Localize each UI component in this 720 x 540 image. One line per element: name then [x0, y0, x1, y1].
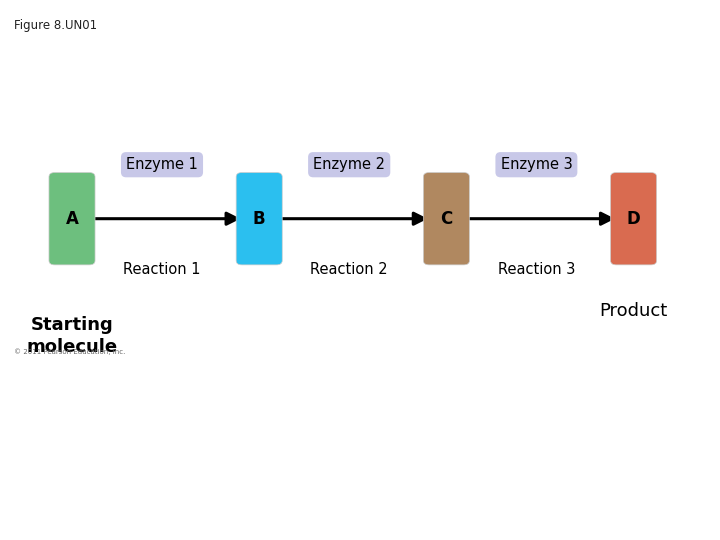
FancyBboxPatch shape	[423, 173, 469, 265]
Text: C: C	[440, 210, 453, 228]
FancyBboxPatch shape	[236, 173, 282, 265]
Text: Product: Product	[600, 302, 667, 320]
Text: D: D	[626, 210, 641, 228]
FancyBboxPatch shape	[49, 173, 95, 265]
FancyBboxPatch shape	[611, 173, 657, 265]
Text: B: B	[253, 210, 266, 228]
Text: A: A	[66, 210, 78, 228]
Text: Reaction 2: Reaction 2	[310, 262, 388, 278]
Text: Reaction 3: Reaction 3	[498, 262, 575, 278]
Text: Reaction 1: Reaction 1	[123, 262, 201, 278]
Text: Figure 8.UN01: Figure 8.UN01	[14, 19, 97, 32]
Text: Starting
molecule: Starting molecule	[27, 316, 117, 356]
Text: Enzyme 3: Enzyme 3	[500, 157, 572, 172]
Text: © 2011 Pearson Education, Inc.: © 2011 Pearson Education, Inc.	[14, 348, 126, 355]
Text: Enzyme 1: Enzyme 1	[126, 157, 198, 172]
Text: Enzyme 2: Enzyme 2	[313, 157, 385, 172]
